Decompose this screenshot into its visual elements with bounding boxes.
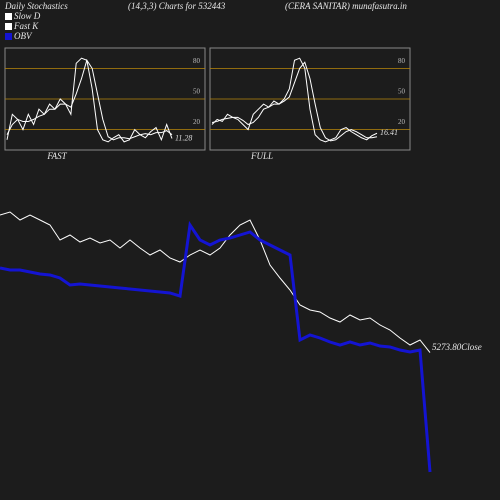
header-middle: (14,3,3) Charts for 532443 — [128, 1, 226, 11]
close-name: Close — [461, 342, 482, 352]
header-left: Daily Stochastics — [4, 1, 68, 11]
legend-label: Slow D — [14, 11, 41, 21]
close-label: 5273.80Close — [432, 342, 482, 352]
y-tick-label: 20 — [398, 118, 406, 126]
stoch-line — [211, 61, 378, 142]
last-value: 16.41 — [380, 128, 398, 137]
panel-title: FAST — [46, 151, 67, 161]
obv-line — [0, 220, 432, 473]
stoch-line — [6, 59, 173, 141]
y-tick-label: 80 — [193, 57, 201, 65]
header-right: (CERA SANITAR) munafasutra.in — [285, 1, 407, 11]
legend-label: Fast K — [13, 21, 39, 31]
legend-label: OBV — [14, 31, 33, 41]
last-value: 11.28 — [175, 133, 192, 142]
close-value: 5273.80 — [432, 342, 462, 352]
stoch-line — [6, 57, 173, 143]
y-tick-label: 80 — [398, 57, 406, 65]
y-tick-label: 50 — [398, 88, 406, 96]
y-tick-label: 50 — [193, 88, 201, 96]
legend-swatch — [5, 33, 12, 40]
legend-swatch — [5, 13, 12, 20]
legend-swatch — [5, 23, 12, 30]
close-line — [0, 211, 431, 353]
y-tick-label: 20 — [193, 118, 201, 126]
panel-title: FULL — [250, 151, 273, 161]
